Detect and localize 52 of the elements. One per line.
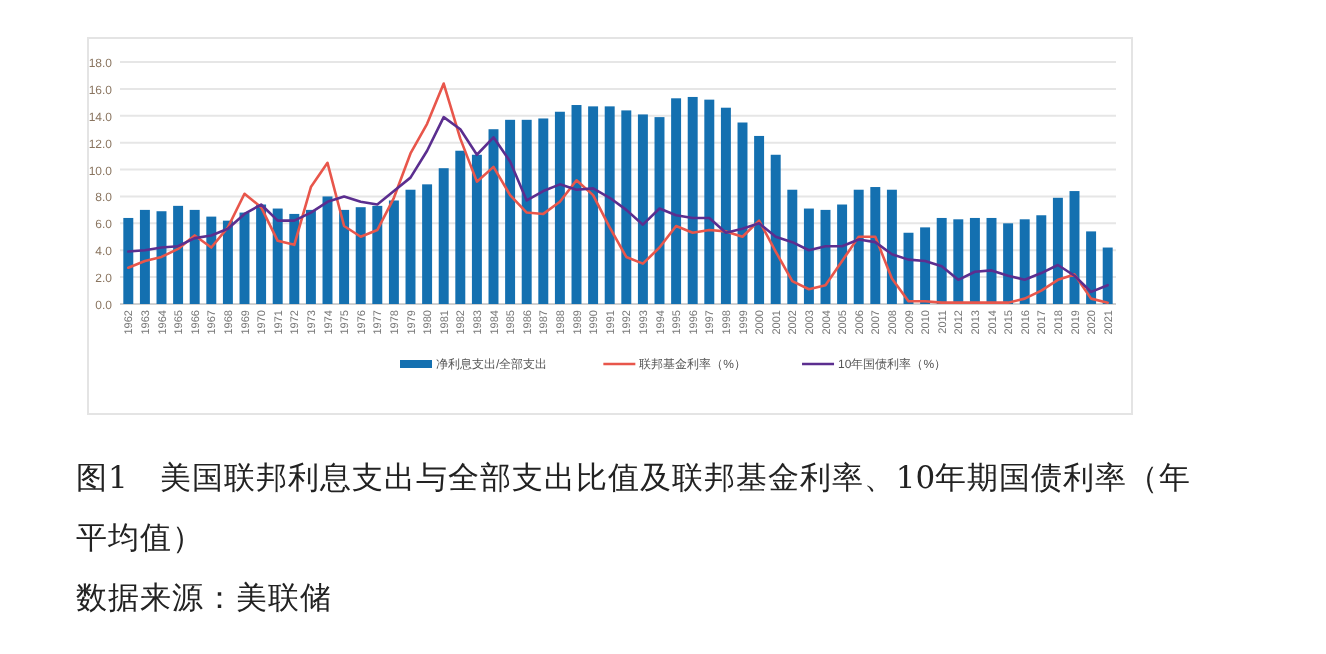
- bar: [920, 227, 931, 304]
- bar: [770, 154, 781, 304]
- line-series: [127, 82, 1109, 304]
- bar: [953, 219, 964, 304]
- bar: [704, 99, 715, 304]
- bar: [123, 217, 134, 304]
- bar: [388, 200, 399, 304]
- bar: [554, 111, 565, 304]
- line-series: [127, 115, 1109, 294]
- bar: [405, 189, 416, 304]
- bar: [139, 209, 150, 304]
- bar: [637, 114, 648, 304]
- bar: [787, 189, 798, 304]
- bar: [870, 187, 881, 304]
- bar: [1036, 215, 1047, 304]
- source-note: 数据来源：美联储: [76, 578, 334, 620]
- bar: [604, 106, 615, 304]
- bar: [1086, 231, 1097, 304]
- bar: [754, 135, 765, 304]
- text: 图1 美国联邦利息支出与全部支出比值及联邦基金利率、10年期国债利率（年平均值）: [76, 458, 1194, 560]
- bar: [1052, 197, 1063, 304]
- bar: [687, 96, 698, 304]
- bar: [969, 217, 980, 304]
- bar: [621, 110, 632, 304]
- bar: [1019, 219, 1030, 304]
- bar: [222, 220, 233, 304]
- bar: [936, 217, 947, 304]
- bar: [1102, 247, 1113, 304]
- bar: [355, 207, 366, 304]
- bar: [720, 107, 731, 304]
- bar: [422, 184, 433, 304]
- bar: [588, 106, 599, 304]
- bar: [272, 208, 283, 304]
- bar: [339, 209, 350, 304]
- bar: [305, 209, 316, 304]
- bar: [173, 205, 184, 304]
- bar: [803, 208, 814, 304]
- bar: [886, 189, 897, 304]
- bar: [538, 118, 549, 304]
- bar: [206, 216, 217, 304]
- bar: [853, 189, 864, 304]
- bar: [455, 150, 466, 304]
- bar: [438, 168, 449, 304]
- bar: [372, 205, 383, 304]
- bar: [671, 98, 682, 304]
- bar: [1003, 223, 1014, 304]
- bar: [471, 154, 482, 304]
- bar: [521, 119, 532, 304]
- bar: [837, 204, 848, 304]
- bar: [505, 119, 516, 304]
- bar: [189, 209, 200, 304]
- bar: [256, 204, 267, 304]
